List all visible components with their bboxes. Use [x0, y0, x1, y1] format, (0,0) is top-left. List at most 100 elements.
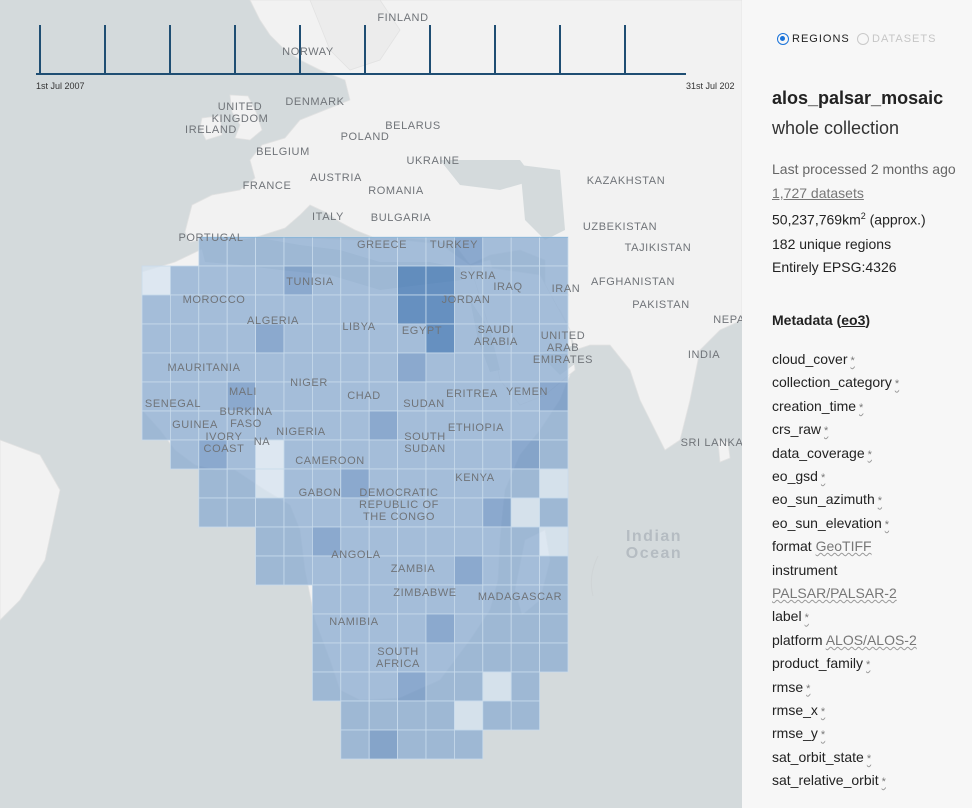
region-tile[interactable]: [340, 584, 370, 615]
region-tile[interactable]: [482, 555, 512, 586]
region-tile[interactable]: [539, 236, 569, 267]
region-tile[interactable]: [425, 642, 455, 673]
region-tile[interactable]: [539, 352, 569, 383]
region-tile[interactable]: [425, 584, 455, 615]
map-view[interactable]: 1st Jul 2007 31st Jul 202 FINLAND NORWAY U…: [0, 0, 742, 808]
region-tile[interactable]: [311, 671, 342, 702]
region-tile[interactable]: [255, 497, 285, 528]
region-tile[interactable]: [340, 294, 370, 325]
region-tile[interactable]: [482, 526, 512, 557]
region-tile[interactable]: [283, 323, 313, 354]
region-tile[interactable]: [510, 584, 541, 615]
region-tile[interactable]: [226, 265, 256, 296]
region-tile[interactable]: [340, 700, 370, 731]
region-tile[interactable]: [510, 439, 541, 470]
region-tile[interactable]: [340, 642, 370, 673]
region-tile[interactable]: [482, 613, 512, 644]
region-tile[interactable]: [539, 468, 569, 499]
region-tile[interactable]: [311, 613, 342, 644]
region-tile[interactable]: [141, 410, 171, 441]
region-tile[interactable]: [283, 381, 313, 412]
region-tile[interactable]: [510, 236, 541, 267]
region-tile[interactable]: [226, 352, 256, 383]
region-tile[interactable]: [482, 671, 512, 702]
region-tile[interactable]: [198, 497, 228, 528]
region-tile[interactable]: [482, 236, 512, 267]
region-tile[interactable]: [311, 410, 342, 441]
region-tile[interactable]: [482, 700, 512, 731]
region-tile[interactable]: [368, 439, 399, 470]
region-tile[interactable]: [397, 700, 427, 731]
region-tile[interactable]: [397, 497, 427, 528]
region-tile[interactable]: [198, 468, 228, 499]
region-tile[interactable]: [425, 526, 455, 557]
region-tile[interactable]: [425, 497, 455, 528]
region-tile[interactable]: [425, 729, 455, 760]
region-tile[interactable]: [397, 352, 427, 383]
region-tile[interactable]: [340, 729, 370, 760]
region-tile[interactable]: [368, 410, 399, 441]
region-tile[interactable]: [368, 671, 399, 702]
region-tile[interactable]: [482, 497, 512, 528]
region-tile[interactable]: [169, 381, 200, 412]
region-tile[interactable]: [510, 265, 541, 296]
region-tile[interactable]: [226, 381, 256, 412]
region-tile[interactable]: [482, 265, 512, 296]
region-tile[interactable]: [425, 700, 455, 731]
region-tile[interactable]: [397, 381, 427, 412]
region-tile[interactable]: [283, 265, 313, 296]
region-tile[interactable]: [311, 642, 342, 673]
region-tile[interactable]: [453, 584, 484, 615]
region-tile[interactable]: [141, 265, 171, 296]
region-tile[interactable]: [226, 410, 256, 441]
region-tile[interactable]: [425, 294, 455, 325]
region-tile[interactable]: [510, 468, 541, 499]
region-tile[interactable]: [311, 236, 342, 267]
region-tile[interactable]: [368, 265, 399, 296]
region-tile[interactable]: [255, 555, 285, 586]
region-tile[interactable]: [283, 352, 313, 383]
region-tile[interactable]: [141, 352, 171, 383]
region-tile[interactable]: [539, 555, 569, 586]
region-tile[interactable]: [482, 642, 512, 673]
region-tile[interactable]: [340, 265, 370, 296]
region-tile[interactable]: [482, 352, 512, 383]
region-tile[interactable]: [368, 468, 399, 499]
region-tile[interactable]: [283, 497, 313, 528]
region-tile[interactable]: [226, 497, 256, 528]
region-tile[interactable]: [198, 323, 228, 354]
region-tile[interactable]: [340, 555, 370, 586]
region-tile[interactable]: [425, 236, 455, 267]
region-tile[interactable]: [425, 671, 455, 702]
region-tile[interactable]: [510, 497, 541, 528]
region-tile[interactable]: [397, 410, 427, 441]
region-tile[interactable]: [397, 729, 427, 760]
region-tile[interactable]: [311, 584, 342, 615]
region-tile[interactable]: [340, 381, 370, 412]
region-tile[interactable]: [311, 294, 342, 325]
timeline-chart[interactable]: [0, 0, 742, 80]
region-tile[interactable]: [283, 410, 313, 441]
region-tile[interactable]: [539, 439, 569, 470]
region-tile[interactable]: [453, 613, 484, 644]
region-tile[interactable]: [255, 323, 285, 354]
region-tile[interactable]: [283, 236, 313, 267]
region-tile[interactable]: [340, 468, 370, 499]
region-tile[interactable]: [141, 323, 171, 354]
region-tile[interactable]: [368, 497, 399, 528]
region-tile[interactable]: [368, 555, 399, 586]
region-tile[interactable]: [510, 410, 541, 441]
region-tile[interactable]: [169, 410, 200, 441]
region-tile[interactable]: [453, 671, 484, 702]
region-tile[interactable]: [453, 497, 484, 528]
region-tile[interactable]: [453, 526, 484, 557]
region-tile[interactable]: [453, 642, 484, 673]
region-tile[interactable]: [255, 468, 285, 499]
region-tile[interactable]: [198, 439, 228, 470]
region-tile[interactable]: [510, 700, 541, 731]
region-tile[interactable]: [510, 381, 541, 412]
region-tile[interactable]: [453, 294, 484, 325]
region-tile[interactable]: [340, 410, 370, 441]
region-tile[interactable]: [311, 497, 342, 528]
region-tile[interactable]: [425, 468, 455, 499]
